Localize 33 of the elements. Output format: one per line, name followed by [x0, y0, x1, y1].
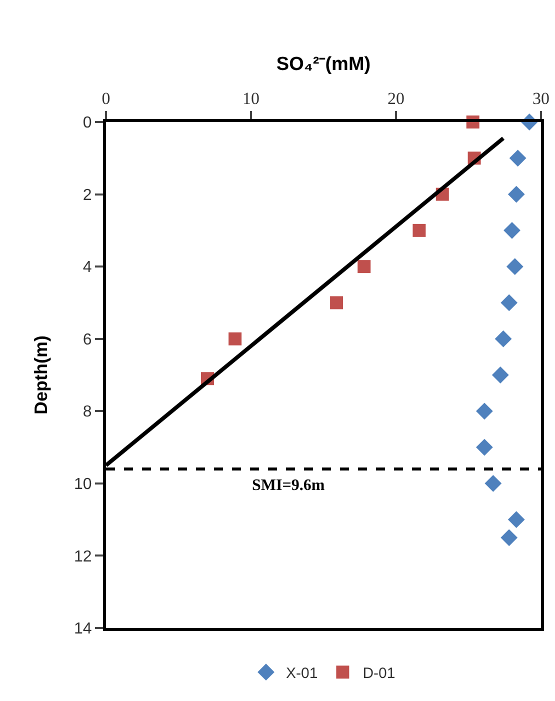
y-tick-label: 10 [74, 476, 92, 494]
point [476, 438, 493, 456]
point [500, 294, 518, 312]
point [484, 474, 502, 492]
point [508, 511, 525, 528]
point [504, 222, 520, 239]
point [509, 150, 526, 167]
y-axis-title: Depth(m) [31, 336, 52, 414]
y-tick-label: 4 [82, 259, 92, 276]
ref-line-label: SMI=9.6m [252, 477, 326, 494]
x-axis-title: SO₄²⁻(mM) [276, 54, 371, 76]
x-tick-label: 30 [532, 89, 550, 108]
point [508, 186, 525, 203]
y-tick-label: 12 [74, 548, 92, 566]
y-tick-label: 14 [74, 620, 92, 638]
point [500, 529, 518, 546]
legend-label: D-01 [362, 664, 396, 682]
point [412, 224, 426, 237]
point [494, 330, 512, 348]
point [228, 332, 242, 346]
y-tick-label: 2 [82, 186, 92, 204]
x-tick-label: 0 [102, 89, 110, 108]
point [358, 260, 371, 274]
x-tick-label: 10 [242, 89, 260, 108]
point [506, 258, 524, 276]
legend-label: X-01 [286, 664, 318, 682]
x-tick-label: 20 [388, 89, 404, 108]
point [476, 402, 493, 420]
point [330, 296, 344, 310]
y-tick-label: 0 [82, 114, 92, 132]
point [492, 366, 509, 384]
y-tick-label: 6 [82, 331, 92, 348]
y-tick-label: 8 [82, 404, 92, 421]
